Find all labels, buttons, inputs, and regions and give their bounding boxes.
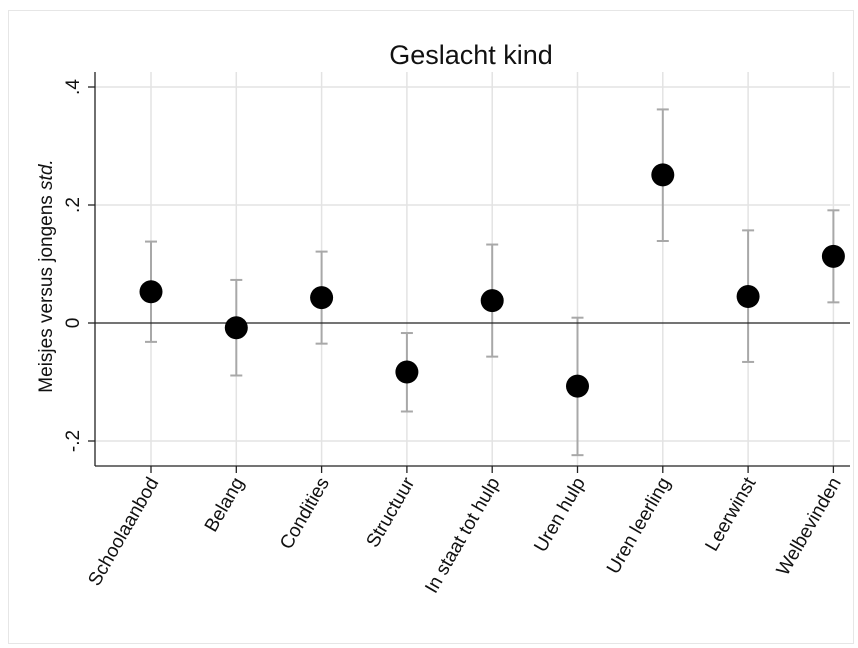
labels: Geslacht kind Meisjes versus jongens std… <box>36 40 846 597</box>
point-estimate <box>821 244 845 268</box>
x-tick-label: Schoolaanbod <box>84 474 163 590</box>
y-axis-label-italic: std. <box>36 159 57 190</box>
point-estimate <box>395 360 419 384</box>
x-tick-label: Condities <box>276 474 334 553</box>
x-tick-label: Structuur <box>362 473 419 551</box>
y-axis-label-main: Meisjes versus jongens <box>36 195 57 392</box>
point-estimate <box>736 284 760 308</box>
point-estimate <box>480 289 504 313</box>
x-tick-label: Uren hulp <box>530 474 589 556</box>
y-tick-label: -.2 <box>63 430 84 452</box>
chart-title: Geslacht kind <box>389 40 553 70</box>
point-estimate <box>139 280 163 304</box>
chart-frame <box>8 10 854 644</box>
point-estimate <box>566 374 589 398</box>
x-tick-label: Leerwinst <box>702 473 761 555</box>
axes <box>88 72 850 473</box>
x-tick-label: Welbevinden <box>773 474 846 579</box>
x-tick-label: Belang <box>201 474 249 536</box>
x-tick-label: In staat tot hulp <box>421 474 504 597</box>
data-points <box>139 163 845 398</box>
y-axis-label: Meisjes versus jongens std. <box>36 159 57 392</box>
y-tick-label: 0 <box>63 318 84 329</box>
y-tick-label: .2 <box>63 197 84 213</box>
y-tick-label: .4 <box>63 79 84 95</box>
grid <box>95 72 850 466</box>
point-estimate <box>224 316 248 340</box>
x-tick-label: Uren leerling <box>603 474 675 578</box>
point-estimate <box>310 286 334 310</box>
point-estimate <box>651 163 675 187</box>
